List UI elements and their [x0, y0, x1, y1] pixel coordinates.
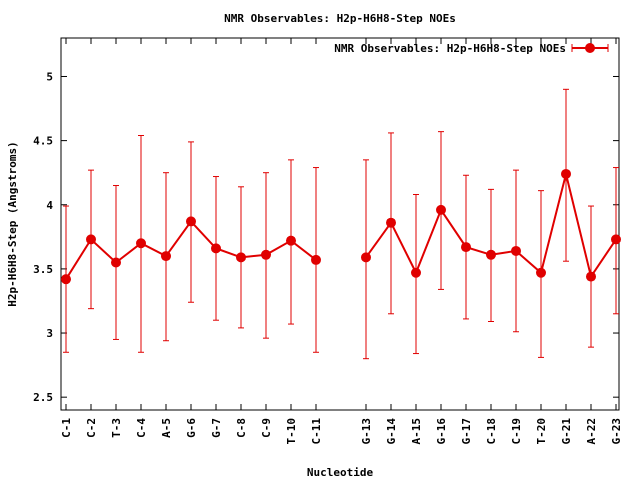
data-point: [286, 235, 296, 246]
legend-label: NMR Observables: H2p-H6H8-Step NOEs: [334, 42, 566, 55]
x-tick-label: G-13: [360, 418, 373, 445]
x-tick-label: G-23: [610, 418, 623, 445]
data-point: [386, 217, 396, 228]
y-tick-label: 5: [46, 70, 53, 83]
x-tick-label: G-7: [210, 418, 223, 438]
x-tick-label: T-3: [110, 418, 123, 438]
x-tick-label: G-17: [460, 418, 473, 445]
data-point: [311, 254, 321, 265]
y-axis: 2.5 3 3.5 4 4.5 5: [33, 70, 619, 404]
y-tick-label: 4.5: [33, 135, 53, 148]
x-axis: C-1 C-2 T-3 C-4 A-5 G-6 G-7 C-8 C-9 T-10 C-11 G-13 G…: [60, 38, 623, 445]
data-point: [61, 274, 71, 285]
x-axis-label: Nucleotide: [307, 466, 374, 479]
data-point: [261, 249, 271, 260]
x-tick-label: T-10: [285, 418, 298, 445]
y-tick-label: 2.5: [33, 391, 53, 404]
x-tick-label: C-18: [485, 418, 498, 445]
x-tick-label: C-19: [510, 418, 523, 445]
x-tick-label: G-6: [185, 418, 198, 438]
chart-title: NMR Observables: H2p-H6H8-Step NOEs: [224, 12, 456, 25]
data-point: [361, 252, 371, 263]
x-tick-label: A-22: [585, 418, 598, 445]
x-tick-label: A-5: [160, 418, 173, 438]
x-tick-label: G-16: [435, 418, 448, 445]
plot-frame: [60, 37, 620, 411]
data-point: [586, 271, 596, 282]
data-point: [611, 234, 621, 245]
legend-marker: [585, 43, 595, 53]
x-tick-label: C-4: [135, 418, 148, 438]
data-point: [86, 234, 96, 245]
data-point: [436, 204, 446, 215]
x-tick-label: C-1: [60, 418, 73, 438]
data-point: [136, 238, 146, 249]
x-tick-label: C-11: [310, 418, 323, 445]
y-tick-label: 3.5: [33, 263, 53, 276]
x-tick-label: G-14: [385, 418, 398, 445]
x-tick-label: C-9: [260, 418, 273, 438]
x-tick-label: A-15: [410, 418, 423, 445]
data-point: [536, 267, 546, 278]
data-point: [161, 251, 171, 262]
data-point: [211, 243, 221, 254]
data-point: [461, 242, 471, 253]
data-point: [111, 257, 121, 268]
y-tick-label: 3: [46, 327, 53, 340]
legend: NMR Observables: H2p-H6H8-Step NOEs: [334, 42, 609, 55]
x-tick-label: C-8: [235, 418, 248, 438]
x-tick-label: T-20: [535, 418, 548, 445]
data-point: [236, 252, 246, 263]
data-point: [511, 245, 521, 256]
data-point: [486, 249, 496, 260]
data-point: [561, 168, 571, 179]
data-points: [61, 168, 621, 285]
x-tick-label: C-2: [85, 418, 98, 438]
data-point: [186, 216, 196, 227]
x-tick-label: G-21: [560, 418, 573, 445]
data-point: [411, 267, 421, 278]
series-lines: [65, 173, 617, 280]
error-bars: [63, 88, 619, 360]
y-tick-label: 4: [46, 199, 53, 212]
y-axis-label: H2p-H6H8-Step (Angstroms): [6, 141, 19, 307]
